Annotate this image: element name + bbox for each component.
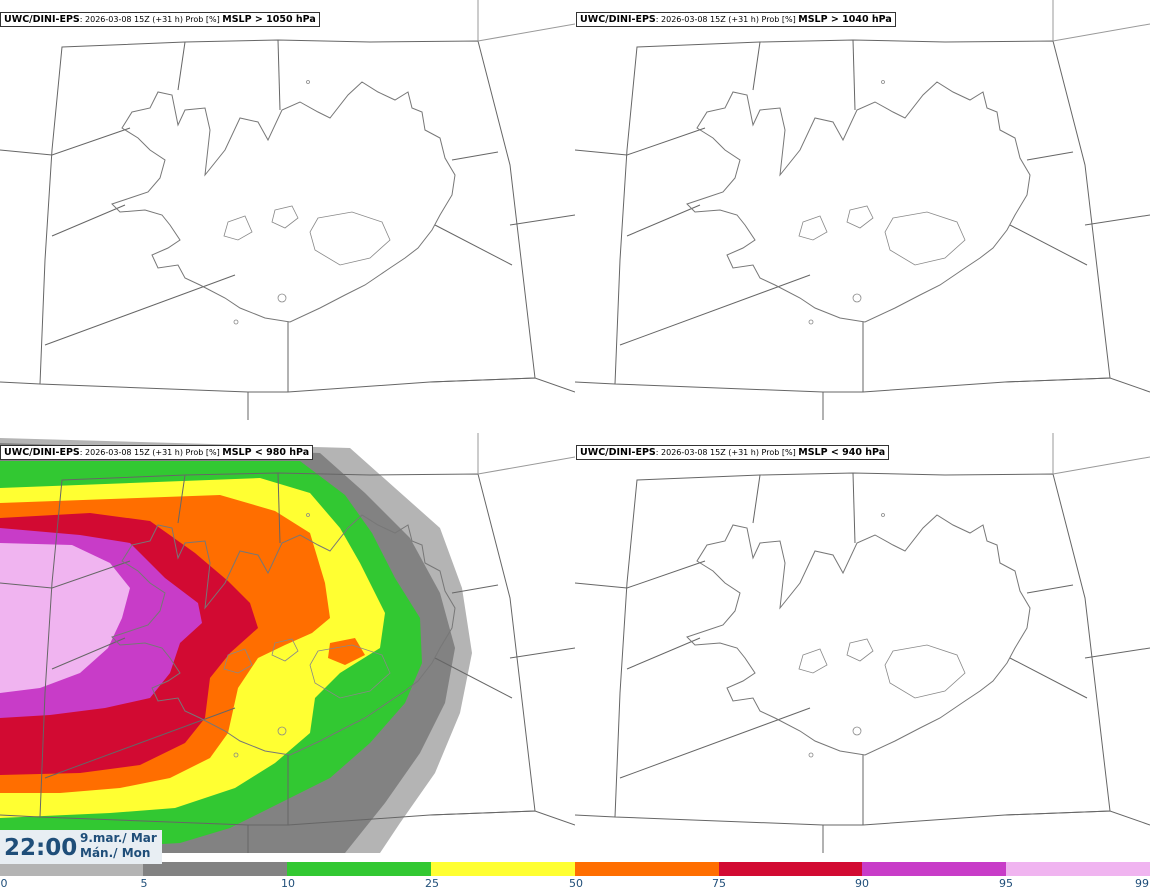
colorbar-segment-75-90 [719,862,862,876]
valid-date-line2: Mán./ Mon [80,846,151,860]
colorbar-segment-25-50 [431,862,575,876]
valid-date-line1: 9.mar./ Mar [80,831,157,845]
colorbar-label-95: 95 [999,877,1013,890]
colorbar-segment-0-5 [0,862,143,876]
panel-title-1: UWC/DINI-EPS: 2026-03-08 15Z (+31 h) Pro… [0,12,320,27]
valid-time-box: 22:00 9.mar./ Mar Mán./ Mon [0,830,162,864]
colorbar-label-99: 99 [1135,877,1149,890]
colorbar-label-5: 5 [140,877,148,890]
colorbar-segment-95-99 [1006,862,1150,876]
panel-title-2: UWC/DINI-EPS: 2026-03-08 15Z (+31 h) Pro… [576,12,896,27]
map-1 [0,0,575,420]
colorbar-label-90: 90 [855,877,869,890]
panel-title-3: UWC/DINI-EPS: 2026-03-08 15Z (+31 h) Pro… [0,445,314,460]
map-panel-2: UWC/DINI-EPS: 2026-03-08 15Z (+31 h) Pro… [575,0,1150,420]
prob-75-spot [328,638,365,665]
colorbar-label-50: 50 [569,877,583,890]
colorbar-label-10: 10 [281,877,295,890]
colorbar-label-75: 75 [712,877,726,890]
colorbar-label-25: 25 [425,877,439,890]
valid-time-clock: 22:00 [4,835,78,861]
map-2 [575,0,1150,420]
map-3 [0,433,575,853]
map-panel-4: UWC/DINI-EPS: 2026-03-08 15Z (+31 h) Pro… [575,433,1150,853]
map-panel-1: UWC/DINI-EPS: 2026-03-08 15Z (+31 h) Pro… [0,0,575,420]
colorbar-segment-10-25 [287,862,431,876]
colorbar-segment-5-10 [143,862,287,876]
colorbar-segment-50-75 [575,862,719,876]
map-4 [575,433,1150,853]
colorbar: 0 5 10 25 50 75 90 95 99 [0,862,1150,891]
prob-99-area [0,543,130,693]
colorbar-label-0: 0 [0,877,8,890]
panel-title-4: UWC/DINI-EPS: 2026-03-08 15Z (+31 h) Pro… [576,445,890,460]
map-panel-3: UWC/DINI-EPS: 2026-03-08 15Z (+31 h) Pro… [0,433,575,853]
colorbar-segment-90-95 [862,862,1006,876]
